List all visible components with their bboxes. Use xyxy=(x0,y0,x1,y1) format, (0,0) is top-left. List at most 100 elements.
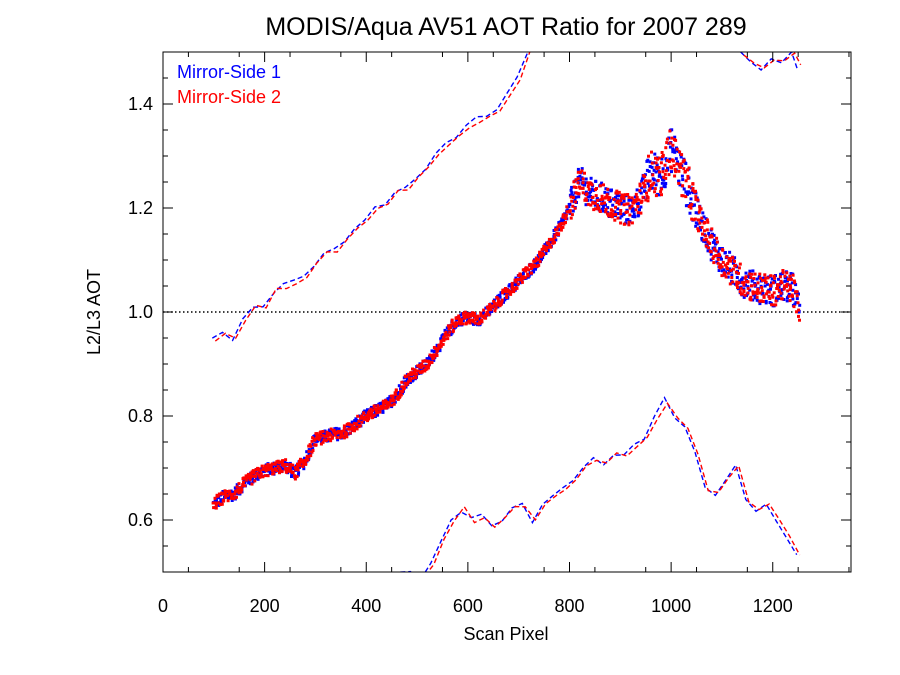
scatter-point xyxy=(741,276,745,280)
scatter-point xyxy=(235,495,238,499)
scatter-point xyxy=(540,257,543,261)
scatter-point xyxy=(472,322,475,326)
scatter-point xyxy=(663,163,667,167)
scatter-point xyxy=(699,207,703,211)
scatter-point xyxy=(272,471,276,475)
scatter-point xyxy=(655,163,659,167)
scatter-point xyxy=(241,484,245,488)
scatter-point xyxy=(707,232,711,235)
scatter-point xyxy=(709,250,713,254)
scatter-point xyxy=(415,372,419,376)
scatter-point xyxy=(311,449,315,452)
scatter-point xyxy=(326,434,330,438)
scatter-point xyxy=(527,268,531,272)
scatter-point xyxy=(777,277,780,281)
scatter-point xyxy=(661,170,665,174)
scatter-point xyxy=(353,419,357,423)
scatter-point xyxy=(664,146,668,150)
scatter-point xyxy=(248,476,252,479)
scatter-point xyxy=(211,501,215,505)
scatter-point xyxy=(702,229,706,233)
scatter-point xyxy=(672,164,676,168)
scatter-point xyxy=(564,216,568,220)
scatter-point xyxy=(749,275,753,279)
scatter-point xyxy=(760,286,764,289)
scatter-point xyxy=(706,249,710,253)
scatter-point xyxy=(577,195,581,199)
x-tick-label: 400 xyxy=(351,596,381,616)
scatter-point xyxy=(448,330,452,334)
scatter-point xyxy=(420,370,424,374)
scatter-point xyxy=(389,399,393,403)
scatter-point xyxy=(446,337,450,341)
scatter-point xyxy=(561,225,565,229)
scatter-point xyxy=(731,261,735,265)
scatter-point xyxy=(368,411,372,415)
scatter-point xyxy=(616,207,620,211)
scatter-point xyxy=(318,436,322,440)
scatter-point xyxy=(446,324,450,328)
scatter-point xyxy=(703,221,707,224)
scatter-point xyxy=(737,271,740,275)
scatter-point xyxy=(704,234,708,238)
scatter-point xyxy=(439,344,443,348)
scatter-point xyxy=(755,292,759,296)
scatter-point xyxy=(652,168,656,172)
scatter-point xyxy=(311,436,315,440)
scatter-point xyxy=(363,416,367,420)
scatter-point xyxy=(746,280,750,284)
scatter-point xyxy=(576,170,580,174)
scatter-point xyxy=(657,166,661,169)
scatter-point xyxy=(352,422,356,425)
scatter-point xyxy=(338,436,342,440)
scatter-point xyxy=(729,268,733,272)
scatter-point xyxy=(261,475,265,479)
scatter-point xyxy=(762,294,766,298)
scatter-point xyxy=(293,474,297,478)
scatter-point xyxy=(626,193,630,196)
scatter-point xyxy=(547,237,551,241)
scatter-point xyxy=(584,177,588,181)
scatter-point xyxy=(590,183,594,187)
scatter-point xyxy=(302,461,306,465)
scatter-point xyxy=(319,430,323,434)
scatter-point xyxy=(411,378,415,382)
scatter-point xyxy=(267,465,271,469)
scatter-point xyxy=(254,468,258,472)
scatter-point xyxy=(284,467,288,471)
scatter-point xyxy=(635,188,639,192)
scatter-point xyxy=(699,228,702,232)
scatter-point xyxy=(785,296,789,300)
scatter-point xyxy=(269,467,273,471)
scatter-point xyxy=(581,191,585,195)
scatter-point xyxy=(237,482,241,486)
scatter-point xyxy=(645,191,648,195)
scatter-point xyxy=(313,434,317,438)
scatter-point xyxy=(645,168,649,172)
scatter-point xyxy=(619,209,623,212)
scatter-point xyxy=(767,288,771,292)
scatter-point xyxy=(595,187,598,190)
scatter-point xyxy=(746,285,750,289)
scatter-point xyxy=(779,293,783,297)
scatter-point xyxy=(530,263,534,267)
scatter-point xyxy=(716,261,720,265)
scatter-point xyxy=(682,158,686,162)
scatter-point xyxy=(315,436,319,440)
scatter-point xyxy=(536,261,540,264)
scatter-point xyxy=(268,470,272,474)
scatter-point xyxy=(696,227,700,231)
scatter-point xyxy=(564,220,567,224)
scatter-point xyxy=(360,420,364,424)
scatter-point xyxy=(787,277,790,281)
scatter-point xyxy=(643,183,647,187)
scatter-point xyxy=(297,471,301,475)
scatter-point xyxy=(783,279,787,283)
scatter-point xyxy=(321,432,324,436)
scatter-point xyxy=(213,496,217,500)
scatter-point xyxy=(656,157,659,161)
scatter-point xyxy=(786,289,790,293)
scatter-point xyxy=(756,281,760,285)
scatter-point xyxy=(482,308,486,312)
scatter-point xyxy=(443,328,447,332)
